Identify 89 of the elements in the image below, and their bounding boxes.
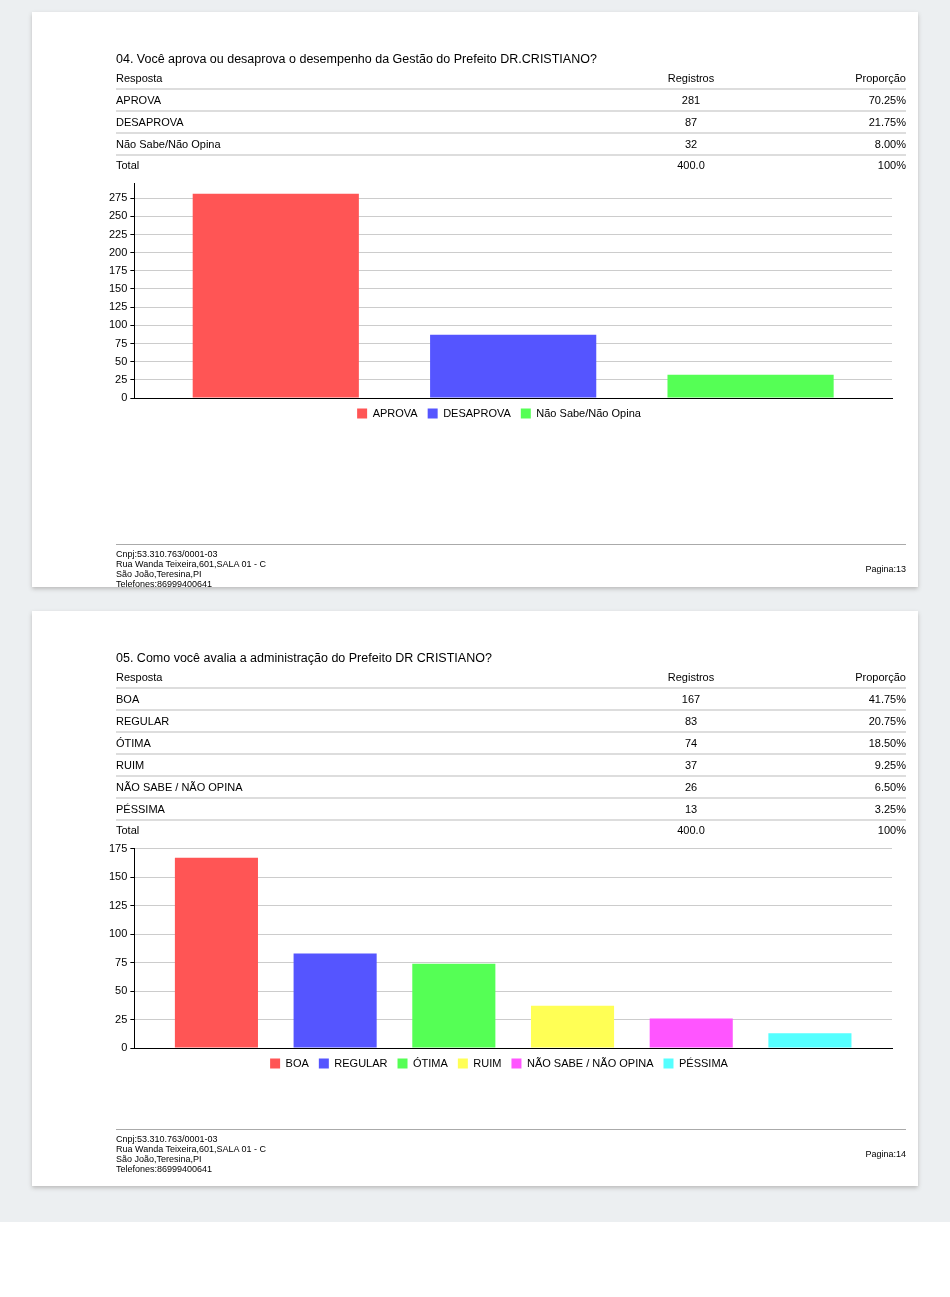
y-tick-label: 0 bbox=[121, 391, 128, 404]
text: Resposta bbox=[116, 670, 164, 685]
text: Total bbox=[116, 823, 141, 838]
legend-label: RUIM bbox=[473, 1056, 502, 1069]
text: 281 bbox=[680, 93, 702, 108]
y-tick-label: 75 bbox=[115, 336, 128, 349]
text: São João,Teresina,PI bbox=[116, 569, 203, 579]
bar bbox=[768, 1033, 852, 1048]
text: RUIM bbox=[116, 759, 145, 771]
text: DESAPROVA bbox=[116, 116, 184, 128]
legend-label: BOA bbox=[285, 1056, 310, 1069]
text: São João,Teresina,PI bbox=[116, 1154, 203, 1164]
y-tick-label: 275 bbox=[108, 191, 128, 204]
text: APROVA bbox=[116, 94, 162, 106]
text: 100% bbox=[876, 158, 906, 173]
text: 400.0 bbox=[676, 823, 706, 838]
bar bbox=[293, 953, 377, 1048]
text: 3.25% bbox=[873, 802, 906, 817]
y-tick-label: 25 bbox=[115, 372, 128, 385]
text: 13 bbox=[683, 802, 699, 817]
y-tick-label: 225 bbox=[108, 227, 128, 240]
legend-label: PÉSSIMA bbox=[678, 1056, 729, 1069]
text: Registros bbox=[666, 71, 716, 86]
text: 87 bbox=[683, 115, 699, 130]
chart-title: 04. Você aprova ou desaprova o desempenho da Gestão do Prefeito DR.CRISTIANO? bbox=[116, 52, 598, 66]
legend-label: ÓTIMA bbox=[413, 1056, 449, 1069]
y-tick-label: 100 bbox=[108, 318, 128, 331]
y-tick-label: 200 bbox=[108, 245, 128, 258]
text: PÉSSIMA bbox=[116, 803, 165, 815]
text: 100% bbox=[876, 823, 906, 838]
y-tick-label: 25 bbox=[115, 1012, 128, 1025]
text: 26 bbox=[683, 780, 699, 795]
bar bbox=[174, 857, 258, 1048]
text: Telefones:86999400641 bbox=[116, 1164, 214, 1174]
text: Proporção bbox=[854, 71, 906, 86]
text: 74 bbox=[683, 736, 699, 751]
legend-label: Não Sabe/Não Opina bbox=[536, 406, 642, 419]
bar bbox=[530, 1005, 615, 1048]
text: 70.25% bbox=[867, 93, 906, 108]
text: REGULAR bbox=[116, 715, 170, 727]
y-tick-label: 50 bbox=[115, 984, 128, 997]
text: 400.0 bbox=[676, 158, 706, 173]
y-tick-label: 175 bbox=[108, 841, 128, 854]
text: Rua Wanda Teixeira,601,SALA 01 - C bbox=[116, 559, 267, 569]
chart-title: 05. Como você avalia a administração do Prefeito DR CRISTIANO? bbox=[116, 651, 493, 665]
legend-label: REGULAR bbox=[334, 1056, 388, 1069]
text: BOA bbox=[116, 693, 140, 705]
text: Cnpj:53.310.763/0001-03 bbox=[116, 1134, 219, 1144]
text: Rua Wanda Teixeira,601,SALA 01 - C bbox=[116, 1144, 267, 1154]
text: ÓTIMA bbox=[116, 737, 151, 749]
text: 21.75% bbox=[867, 115, 906, 130]
y-tick-label: 125 bbox=[108, 898, 128, 911]
bar bbox=[430, 334, 597, 398]
legend-label: NÃO SABE / NÃO OPINA bbox=[526, 1056, 655, 1069]
bar bbox=[667, 374, 834, 398]
text: Telefones:86999400641 bbox=[116, 579, 214, 589]
text: Proporção bbox=[854, 670, 906, 685]
bar bbox=[412, 963, 496, 1048]
y-tick-label: 150 bbox=[108, 870, 128, 883]
y-tick-label: 250 bbox=[108, 209, 128, 222]
text: Cnpj:53.310.763/0001-03 bbox=[116, 549, 219, 559]
bar bbox=[649, 1018, 733, 1048]
text: Pagina:13 bbox=[865, 564, 906, 574]
text: 18.50% bbox=[867, 736, 906, 751]
y-tick-label: 175 bbox=[108, 263, 128, 276]
text: Resposta bbox=[116, 71, 164, 86]
text: 8.00% bbox=[873, 137, 906, 152]
text: 41.75% bbox=[867, 692, 906, 707]
y-tick-label: 100 bbox=[108, 927, 128, 940]
y-tick-label: 75 bbox=[115, 955, 128, 968]
text: 20.75% bbox=[867, 714, 906, 729]
y-tick-label: 0 bbox=[121, 1041, 128, 1054]
y-tick-label: 50 bbox=[115, 354, 128, 367]
text: Registros bbox=[666, 670, 716, 685]
text: 83 bbox=[683, 714, 699, 729]
text: NÃO SABE / NÃO OPINA bbox=[116, 781, 243, 793]
text: Total bbox=[116, 158, 141, 173]
y-tick-label: 125 bbox=[108, 300, 128, 313]
bar bbox=[192, 193, 359, 398]
text: 32 bbox=[683, 137, 699, 152]
text: Pagina:14 bbox=[865, 1149, 906, 1159]
text: 167 bbox=[680, 692, 702, 707]
text: 6.50% bbox=[873, 780, 906, 795]
legend-label: DESAPROVA bbox=[443, 406, 512, 419]
text: 9.25% bbox=[873, 758, 906, 773]
y-tick-label: 150 bbox=[108, 282, 128, 295]
text: Não Sabe/Não Opina bbox=[116, 138, 221, 150]
legend-label: APROVA bbox=[372, 406, 419, 419]
text: 37 bbox=[683, 758, 699, 773]
